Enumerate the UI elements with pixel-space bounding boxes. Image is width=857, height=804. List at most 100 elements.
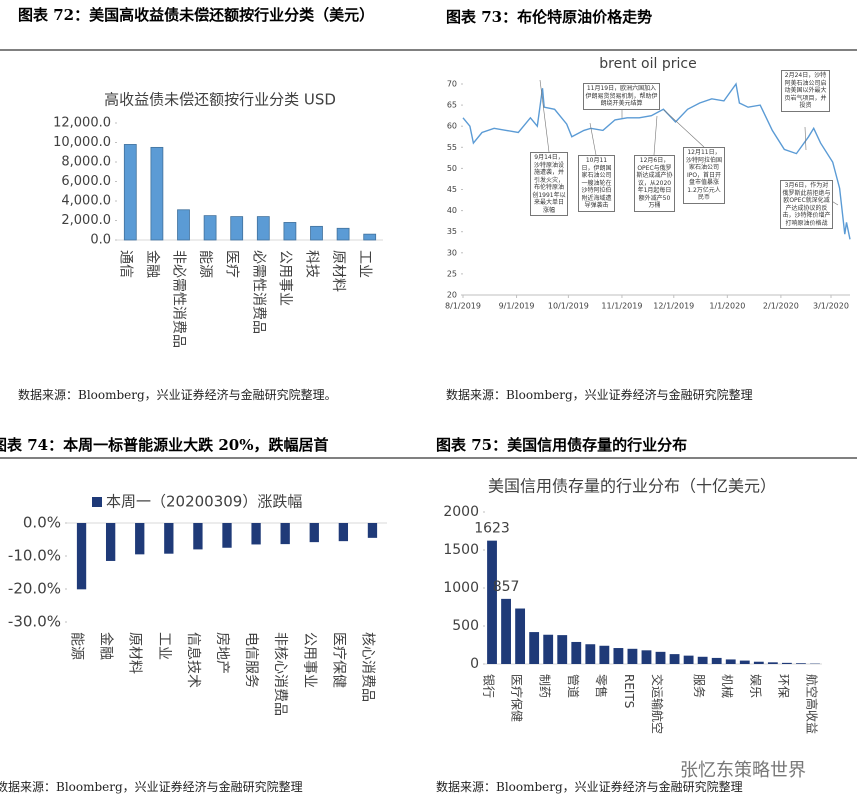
bar: [655, 651, 666, 664]
y-tick-label: -20.0%: [8, 580, 61, 598]
x-tick-label: 医疗: [224, 250, 240, 278]
y-tick-label: 1500: [443, 542, 479, 558]
bar: [338, 523, 349, 542]
x-tick-label: 原材料: [330, 250, 346, 292]
x-tick-label: 电信服务: [243, 632, 259, 688]
bar: [753, 661, 764, 664]
x-tick-label: 医疗保健: [510, 674, 524, 722]
bar: [283, 222, 297, 241]
y-tick-label: 0.0: [90, 233, 111, 248]
bar: [363, 233, 377, 241]
bar: [627, 648, 638, 664]
x-tick-label: 交运输航空: [650, 674, 665, 734]
source-note: 数据来源：Bloomberg，兴业证券经济与金融研究院整理。: [18, 388, 337, 402]
figure-title: 图表 75：美国信用债存量的行业分布: [436, 436, 688, 454]
x-tick-label: 信息技术: [185, 632, 202, 688]
bar: [585, 644, 596, 664]
bar: [76, 523, 87, 590]
x-tick-label: 公用事业: [277, 250, 293, 306]
x-tick-label: 11/1/2019: [601, 302, 642, 311]
x-tick-label: 环保: [776, 674, 790, 698]
y-tick-label: 500: [452, 618, 479, 634]
x-tick-label: 工业: [156, 632, 172, 660]
bar: [697, 656, 708, 664]
bar: [796, 663, 806, 664]
legend-swatch: [92, 497, 102, 507]
bar: [367, 523, 378, 538]
source-note: 数据来源：Bloomberg，兴业证券经济与金融研究院整理: [436, 780, 743, 794]
source-note: 数据来源：Bloomberg，兴业证券经济与金融研究院整理: [446, 388, 753, 402]
x-tick-label: 工业: [357, 250, 373, 278]
bar: [309, 523, 319, 543]
annotation-leader: [653, 115, 658, 156]
x-tick-label: 房地产: [214, 632, 230, 674]
y-tick-label: -30.0%: [8, 613, 61, 631]
x-tick-label: 9/1/2019: [499, 302, 535, 311]
bar: [669, 654, 680, 664]
x-tick-label: 3/1/2020: [813, 302, 849, 311]
bar: [683, 655, 694, 664]
data-label: 857: [493, 579, 520, 595]
x-tick-label: REITS: [622, 674, 636, 708]
bar: [336, 227, 350, 241]
x-tick-label: 必需性消费品: [250, 250, 266, 334]
x-tick-label: 服务: [692, 674, 707, 698]
y-tick-label: 65: [447, 101, 457, 110]
x-tick-label: 10/1/2019: [548, 302, 589, 311]
watermark: 张忆东策略世界: [680, 760, 806, 781]
annotation-leader: [589, 122, 597, 156]
x-tick-label: 能源: [197, 250, 213, 278]
price-line: [462, 82, 851, 240]
annotation: 3月6日，作为对俄罗斯此前拒绝与欧OPEC就深化减产达成协议的反击，沙特降价增产…: [780, 180, 833, 229]
x-tick-label: 科技: [304, 250, 320, 278]
x-tick-label: 1/1/2020: [709, 302, 745, 311]
y-tick-label: 6,000.0: [61, 174, 111, 189]
bar: [739, 660, 750, 664]
bar: [310, 225, 323, 241]
annotation: 2月24日，沙特阿美石油公司启动美国以外最大页岩气项目，并投资: [781, 70, 830, 112]
y-tick-label: 55: [447, 143, 457, 152]
y-tick-label: 30: [447, 248, 457, 257]
y-tick-label: 25: [447, 269, 457, 278]
bar: [557, 635, 568, 664]
annotation: 11月19日，欧洲六国加入伊朗易货贸易机制，帮助伊朗绕开美元结算: [583, 83, 660, 110]
bar: [613, 648, 624, 664]
x-tick-label: 原材料: [127, 632, 143, 674]
x-tick-label: 制药: [538, 674, 552, 698]
legend-label: 本周一（20200309）涨跌幅: [106, 493, 302, 511]
bar: [230, 216, 244, 241]
bar: [280, 523, 290, 545]
y-tick-label: 8,000.0: [61, 155, 111, 170]
x-tick-label: 通信: [117, 250, 133, 278]
x-tick-label: 非必需性消费品: [171, 250, 187, 348]
y-tick-label: 20: [447, 291, 457, 300]
chart-title: brent oil price: [599, 56, 696, 72]
figure-title: 图表 74：本周一标普能源业大跌 20%，跌幅居首: [0, 436, 329, 454]
annotation: 12月11日，沙特阿拉伯国家石油公司IPO，首日开盘市值暴涨1.2万亿元人民币: [683, 147, 725, 204]
bar: [599, 645, 610, 664]
bar: [571, 641, 582, 664]
bar: [256, 216, 270, 241]
y-tick-label: 50: [447, 164, 457, 173]
figure-title: 图表 72：美国高收益债未偿还额按行业分类（美元）: [18, 6, 375, 24]
y-tick-label: 60: [447, 122, 457, 131]
bar: [487, 540, 497, 664]
y-tick-label: 2000: [443, 504, 479, 520]
bar: [123, 144, 137, 241]
annotation: 10月11日，伊朗国家石油公司一艘油轮在沙特阿拉伯附近海域遭导弹袭击: [578, 155, 615, 212]
x-tick-label: 2/1/2020: [763, 302, 799, 311]
bar: [641, 650, 652, 664]
x-tick-label: 8/1/2019: [445, 302, 481, 311]
bar: [529, 632, 540, 664]
y-tick-label: 70: [447, 80, 457, 89]
y-tick-label: 2,000.0: [61, 213, 111, 228]
y-tick-label: 4,000.0: [61, 194, 111, 209]
bar: [251, 523, 261, 545]
y-tick-label: 45: [447, 185, 457, 194]
bar: [177, 209, 190, 241]
x-tick-label: 非核心消费品: [272, 632, 288, 716]
bar: [150, 146, 164, 241]
chart-title: 美国信用债存量的行业分布（十亿美元）: [488, 477, 776, 496]
x-tick-label: 金融: [144, 250, 160, 278]
